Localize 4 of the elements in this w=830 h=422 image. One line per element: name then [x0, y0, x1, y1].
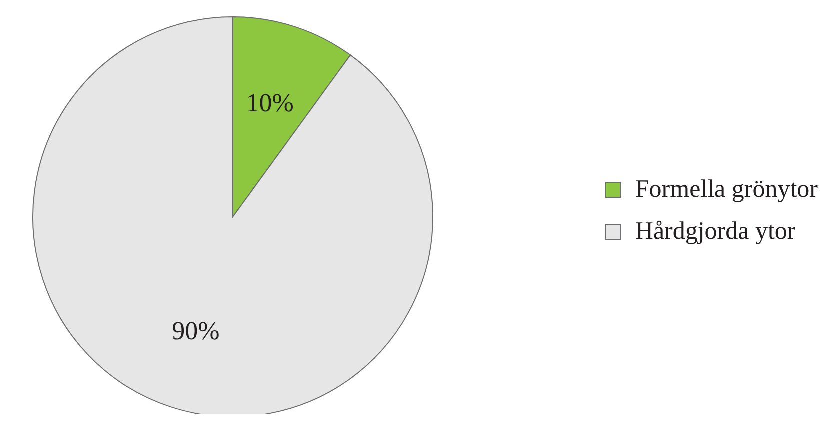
legend-label: Formella grönytor: [635, 176, 818, 204]
data-label: 90%: [172, 316, 220, 346]
data-label: 10%: [246, 88, 294, 118]
legend-label: Hårdgjorda ytor: [635, 218, 796, 246]
